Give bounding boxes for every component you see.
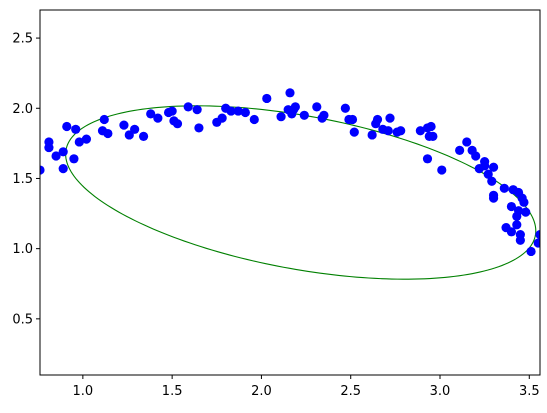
data-point [455, 145, 465, 155]
x-tick-label: 1.0 [73, 384, 94, 399]
data-point [483, 169, 493, 179]
data-point [285, 88, 295, 98]
y-tick-label: 2.0 [12, 102, 33, 117]
data-point [340, 103, 350, 113]
data-point [428, 131, 438, 141]
data-point [312, 102, 322, 112]
data-point [480, 157, 490, 167]
data-point [385, 113, 395, 123]
data-point [262, 93, 272, 104]
data-point [519, 197, 529, 207]
data-point [226, 106, 236, 116]
y-tick-label: 1.0 [12, 242, 33, 257]
data-point [146, 109, 156, 119]
data-point [81, 134, 92, 144]
data-point [153, 113, 163, 123]
x-tick-label: 3.5 [519, 384, 540, 399]
plot-area [40, 88, 540, 280]
data-point [367, 130, 377, 140]
data-point [58, 164, 68, 174]
data-point [535, 230, 540, 240]
data-point [71, 124, 81, 134]
data-point [513, 206, 524, 216]
data-point [240, 107, 250, 118]
data-point [103, 128, 113, 139]
x-tick-label: 2.0 [251, 384, 272, 399]
data-point [69, 154, 79, 164]
data-point [217, 113, 227, 123]
data-point [183, 102, 193, 112]
x-axis: 1.0 1.5 2.0 2.5 3.0 3.5 [73, 375, 540, 399]
data-point [533, 238, 540, 248]
data-point [44, 142, 54, 153]
data-point [51, 151, 61, 161]
data-point [506, 201, 517, 212]
data-point [349, 127, 359, 137]
data-point [233, 106, 243, 116]
data-point [347, 114, 358, 125]
plot-background [40, 10, 540, 375]
data-point [488, 193, 499, 203]
data-point [422, 154, 433, 164]
x-tick-label: 2.5 [340, 384, 361, 399]
data-point [99, 114, 109, 125]
data-point [521, 207, 531, 217]
data-point [462, 137, 472, 147]
data-point [299, 110, 309, 120]
y-tick-label: 1.5 [12, 172, 33, 187]
data-point [426, 121, 436, 132]
y-tick-label: 0.5 [12, 312, 33, 327]
x-tick-label: 3.0 [430, 384, 451, 399]
data-point [58, 147, 68, 157]
data-point [515, 235, 525, 245]
data-point [383, 126, 393, 136]
data-point [192, 105, 202, 115]
data-point [290, 102, 300, 112]
data-point [276, 112, 286, 122]
data-point [437, 165, 447, 175]
data-point [167, 106, 177, 116]
axes-frame [39, 9, 541, 376]
data-point [319, 110, 329, 120]
data-point [40, 165, 45, 175]
data-point [372, 114, 383, 125]
data-point [194, 123, 204, 133]
data-point [487, 176, 497, 186]
data-point [471, 151, 481, 161]
data-point [249, 114, 259, 125]
y-axis: 0.5 1.0 1.5 2.0 2.5 [12, 32, 40, 327]
x-tick-label: 1.5 [162, 384, 183, 399]
data-point [512, 220, 522, 230]
y-tick-label: 2.5 [12, 32, 33, 47]
data-point [172, 119, 183, 129]
data-point [396, 126, 406, 136]
data-point [526, 246, 536, 257]
data-point [488, 162, 499, 172]
data-point [506, 227, 517, 237]
fit-ellipse-line [65, 105, 537, 280]
data-point [119, 120, 129, 130]
data-point [62, 121, 72, 132]
data-point [415, 126, 425, 136]
data-point [138, 131, 149, 141]
data-point [499, 183, 509, 193]
data-point [130, 124, 140, 134]
data-point [74, 137, 84, 147]
